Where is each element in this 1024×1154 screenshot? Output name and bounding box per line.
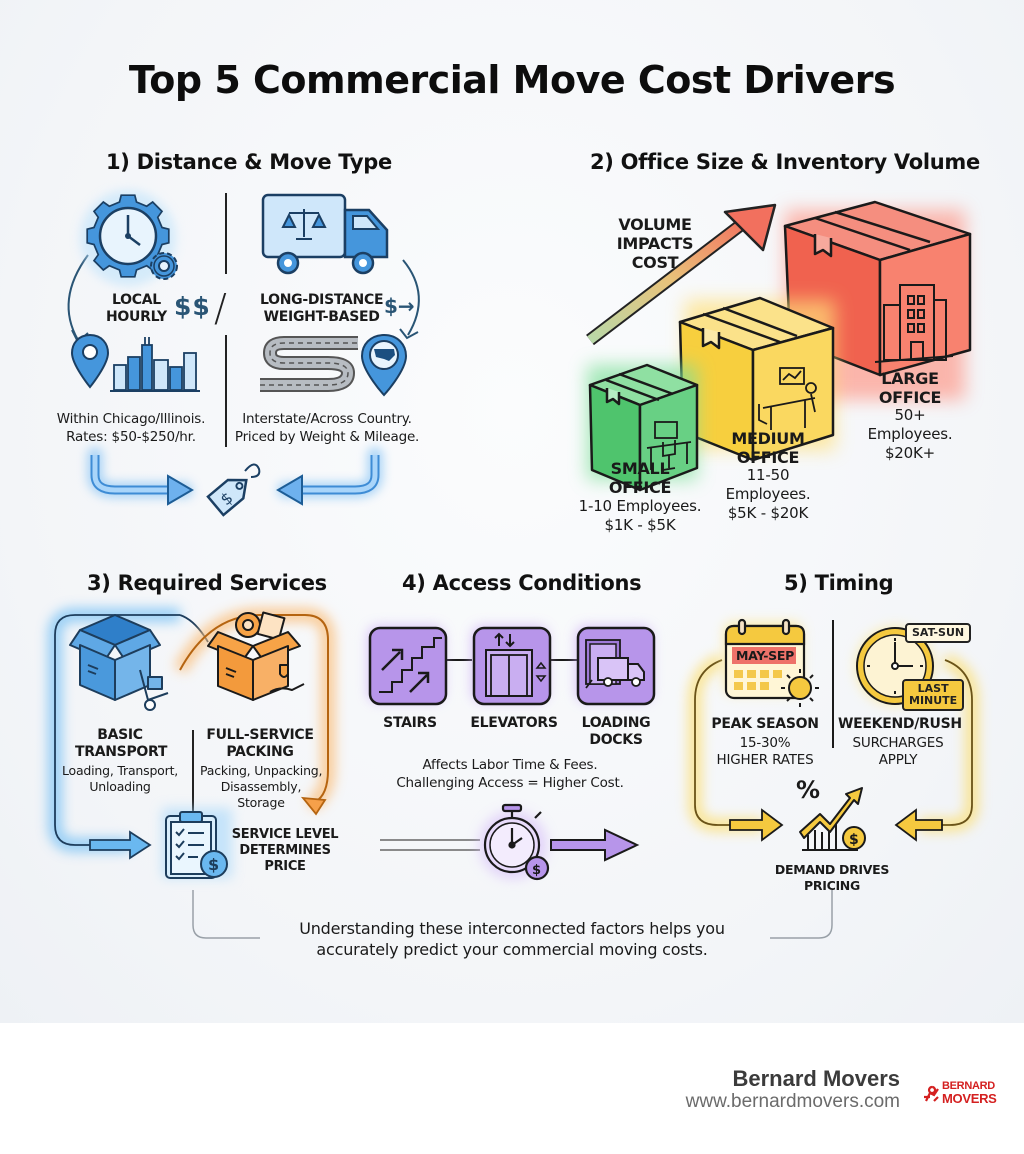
- service-level-result: SERVICE LEVEL DETERMINES PRICE: [231, 827, 339, 874]
- section-title: 2) Office Size & Inventory Volume: [590, 150, 980, 174]
- price-tag-icon: $: [206, 463, 261, 517]
- road-us-map-icon: [260, 333, 408, 397]
- section-title: 1) Distance & Move Type: [106, 150, 392, 174]
- calendar-sun-icon: [724, 618, 819, 707]
- access-description: Affects Labor Time & Fees. Challenging A…: [396, 757, 624, 791]
- demand-drives-pricing-label: DEMAND DRIVES PRICING: [774, 862, 890, 893]
- svg-text:$: $: [532, 863, 541, 878]
- svg-text:$: $: [849, 832, 859, 848]
- access-item-elevators: ELEVATORS: [470, 715, 558, 731]
- footer-brand-name: Bernard Movers: [732, 1066, 900, 1091]
- trend-chart-dollar-icon: $: [799, 787, 866, 851]
- basic-transport-label: BASIC TRANSPORT: [75, 727, 168, 760]
- stopwatch-arrow-graphic: $: [380, 803, 640, 881]
- dollar-signs-icon: $$: [174, 292, 211, 321]
- peak-season-label: PEAK SEASON: [711, 716, 819, 732]
- loading-dock-icon: [576, 626, 656, 706]
- bernard-movers-logo: BERNARD MOVERS: [922, 1081, 1006, 1105]
- separator-slash: /: [214, 286, 227, 330]
- peak-season-description: 15-30% HIGHER RATES: [716, 735, 814, 768]
- elevator-icon: [472, 626, 552, 706]
- percent-icon: %: [796, 776, 821, 804]
- weekend-rush-label: WEEKEND/RUSH: [838, 716, 962, 732]
- mover-figure-icon: [924, 1085, 939, 1102]
- svg-text:$: $: [208, 855, 219, 874]
- access-icons: [368, 626, 656, 706]
- weekend-rush-description: SURCHARGES APPLY: [852, 735, 944, 768]
- summary-text: Understanding these interconnected facto…: [299, 919, 725, 959]
- footer-url[interactable]: www.bernardmovers.com: [685, 1091, 900, 1112]
- stairs-icon: [368, 626, 448, 706]
- dollar-arrow-icon: $→: [384, 294, 415, 318]
- timing-connectors: [688, 620, 979, 842]
- services-connectors: [48, 608, 335, 860]
- open-box-packing-icon: [207, 611, 305, 701]
- local-hourly-label: LOCAL HOURLY: [106, 292, 167, 325]
- access-item-loading-docks: LOADING DOCKS: [581, 715, 651, 748]
- basic-transport-description: Loading, Transport, Unloading: [61, 763, 179, 794]
- full-service-label: FULL-SERVICE PACKING: [206, 727, 314, 760]
- truck-scale-icon: [261, 193, 389, 275]
- clock-gear-icon: [80, 190, 178, 286]
- main-title: Top 5 Commercial Move Cost Drivers: [128, 58, 896, 102]
- section-title: 4) Access Conditions: [402, 571, 642, 595]
- summary-bracket: [192, 890, 833, 939]
- office-boxes-graphic: [586, 200, 972, 492]
- long-distance-label: LONG-DISTANCE WEIGHT-BASED: [260, 292, 384, 325]
- clipboard-dollar-icon: $: [162, 808, 232, 879]
- open-box-dolly-icon: [69, 614, 169, 711]
- calendar-label: MAY-SEP: [736, 648, 794, 663]
- last-minute-badge: LAST MINUTE: [902, 679, 965, 711]
- local-description: Within Chicago/Illinois. Rates: $50-$250…: [56, 411, 206, 445]
- access-item-stairs: STAIRS: [383, 715, 437, 731]
- full-service-description: Packing, Unpacking, Disassembly, Storage: [200, 763, 323, 810]
- sat-sun-badge: SAT-SUN: [905, 623, 972, 643]
- volume-impacts-cost-label: VOLUME IMPACTS COST: [616, 215, 694, 272]
- section-title: 5) Timing: [784, 571, 894, 595]
- city-pin-icon: [70, 333, 200, 392]
- long-distance-description: Interstate/Across Country. Priced by Wei…: [234, 411, 420, 445]
- section-title: 3) Required Services: [87, 571, 327, 595]
